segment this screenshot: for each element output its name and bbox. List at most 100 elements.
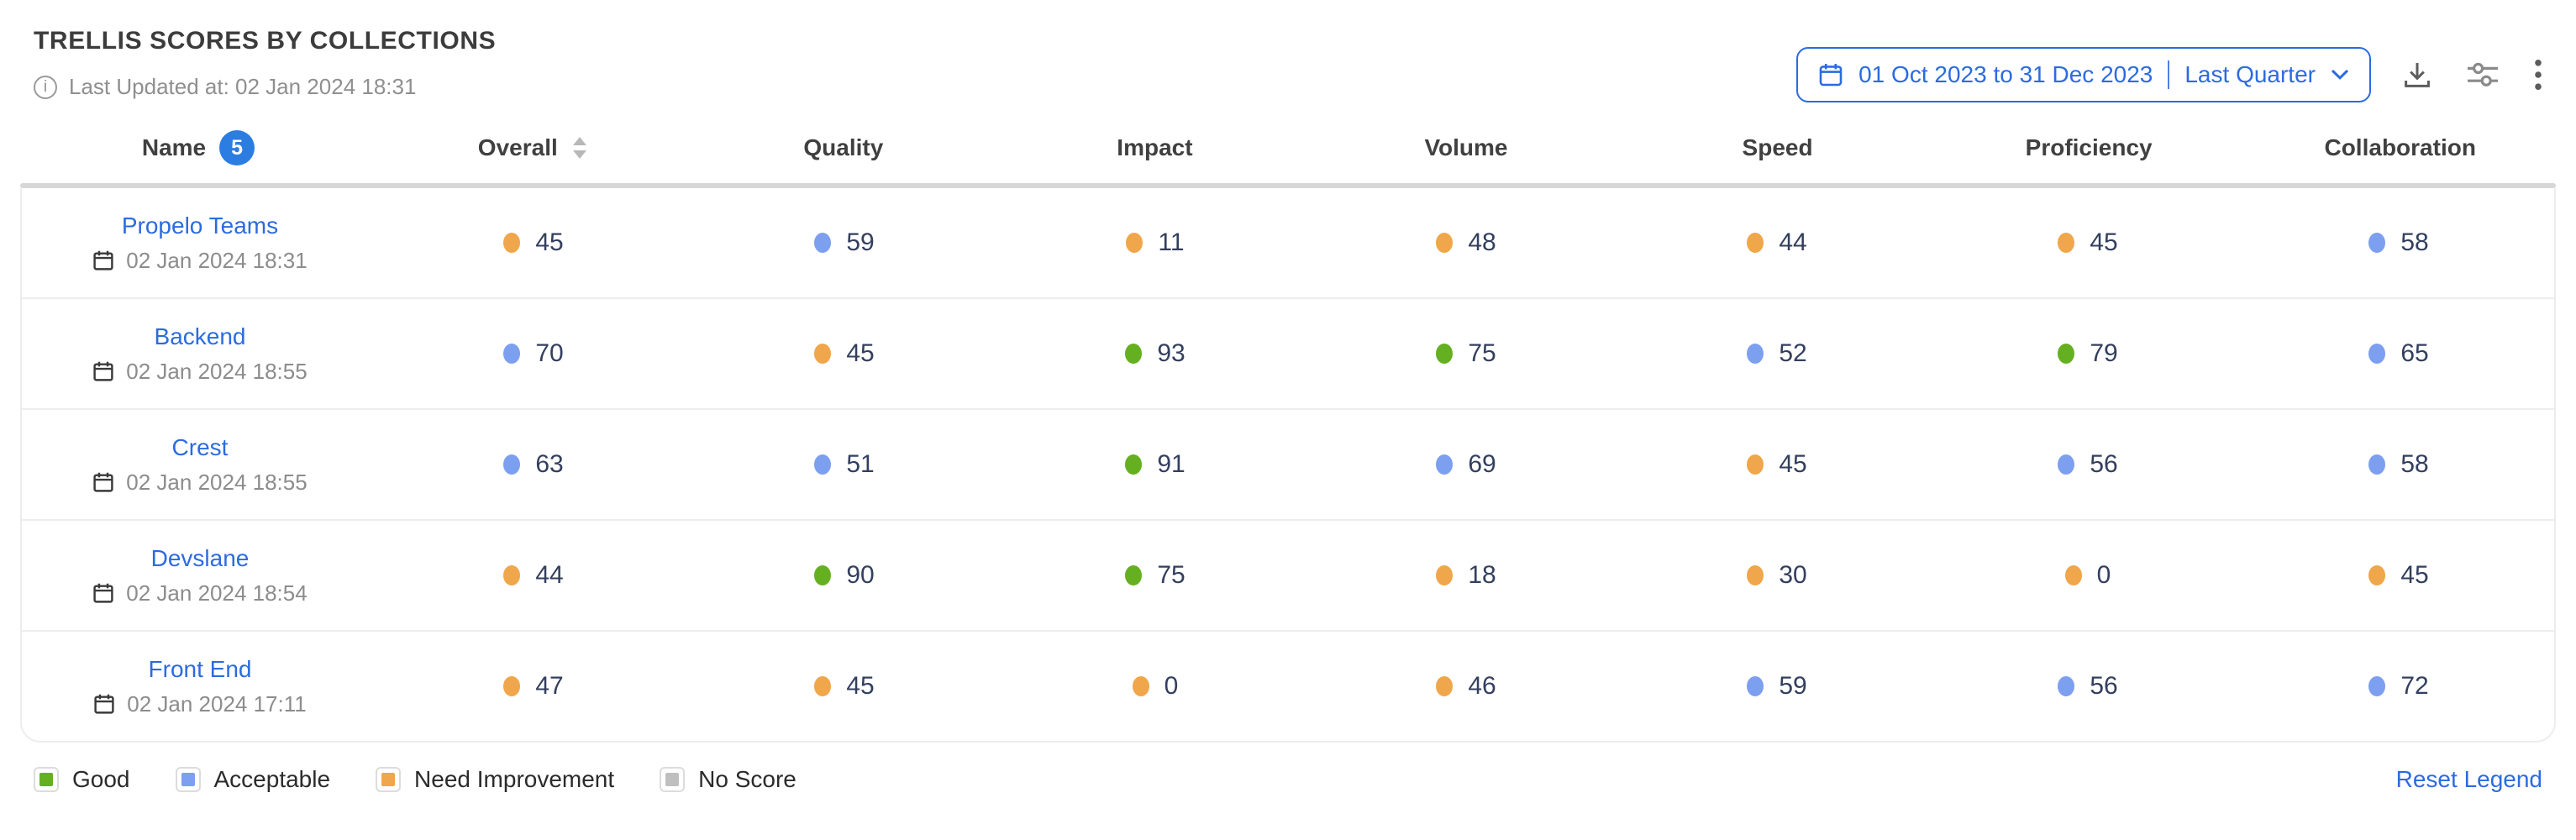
table-body: Propelo Teams 02 Jan 2024 18:31 45 59 11 48… (20, 188, 2556, 743)
score-cell: 90 (689, 561, 1000, 590)
score-dot-acceptable (503, 344, 521, 364)
collection-name-link[interactable]: Front End (148, 655, 252, 682)
score-dot-need_improvement (2064, 565, 2082, 585)
score-dot-acceptable (1747, 344, 1764, 364)
score-value: 45 (846, 339, 875, 367)
score-cell: 18 (1311, 561, 1622, 590)
page-title: TRELLIS SCORES BY COLLECTIONS (34, 27, 497, 55)
legend-swatch-box (34, 767, 59, 792)
legend-item-need_improvement[interactable]: Need Improvement (376, 766, 614, 793)
name-cell: Front End 02 Jan 2024 17:11 (22, 656, 378, 717)
row-updated: 02 Jan 2024 18:55 (92, 470, 308, 496)
score-value: 46 (1468, 672, 1496, 700)
legend-item-no_score[interactable]: No Score (660, 766, 796, 793)
row-count-badge: 5 (219, 130, 255, 165)
column-label: Name (141, 134, 207, 160)
score-cell: 75 (1000, 561, 1311, 590)
score-cell: 65 (2243, 339, 2554, 368)
score-cell: 46 (1311, 672, 1622, 701)
score-dot-need_improvement (1436, 233, 1454, 253)
score-value: 45 (2090, 228, 2118, 256)
score-dot-need_improvement (1747, 565, 1764, 585)
calendar-icon (92, 249, 114, 271)
legend-label: Acceptable (213, 766, 331, 792)
chevron-down-icon (2331, 69, 2349, 81)
kebab-menu-icon (2534, 59, 2542, 91)
score-cell: 52 (1622, 339, 1932, 368)
score-cell: 45 (1932, 228, 2243, 257)
row-updated: 02 Jan 2024 18:54 (92, 580, 308, 606)
legend-swatch (39, 773, 53, 786)
calendar-icon (92, 360, 114, 382)
sort-icon[interactable] (572, 137, 586, 159)
widget-title-block: TRELLIS SCORES BY COLLECTIONS i Last Upd… (34, 27, 496, 100)
settings-button[interactable] (2463, 58, 2502, 92)
score-dot-need_improvement (503, 676, 521, 696)
download-button[interactable] (2400, 57, 2435, 92)
score-value: 59 (1779, 672, 1807, 700)
column-header-overall[interactable]: Overall (376, 134, 688, 161)
score-cell: 79 (1932, 339, 2243, 368)
score-cell: 93 (1000, 339, 1311, 368)
score-cell: 0 (1000, 672, 1311, 701)
score-cell: 48 (1311, 228, 1622, 257)
score-value: 56 (2090, 672, 2118, 700)
score-value: 63 (535, 450, 564, 478)
column-label: Volume (1424, 134, 1508, 160)
score-dot-acceptable (2058, 454, 2075, 475)
score-value: 72 (2400, 672, 2429, 700)
legend-swatch-box (175, 767, 201, 792)
score-value: 75 (1468, 339, 1496, 367)
legend-item-good[interactable]: Good (34, 766, 130, 793)
score-dot-need_improvement (503, 233, 521, 253)
score-value: 75 (1157, 561, 1185, 589)
score-dot-acceptable (503, 454, 521, 475)
date-range-button[interactable]: 01 Oct 2023 to 31 Dec 2023 Last Quarter (1796, 47, 2371, 102)
table-row: Backend 02 Jan 2024 18:55 70 45 93 75 52 79 65 (22, 299, 2554, 410)
collection-name-link[interactable]: Devslane (150, 544, 250, 571)
score-dot-need_improvement (1747, 233, 1764, 253)
score-value: 70 (535, 339, 564, 367)
score-value: 45 (535, 228, 564, 256)
column-label: Impact (1117, 134, 1193, 160)
score-dot-acceptable (2058, 676, 2075, 696)
score-cell: 56 (1932, 672, 2243, 701)
score-cell: 58 (2243, 228, 2554, 257)
more-menu-button[interactable] (2531, 55, 2546, 94)
legend-item-acceptable[interactable]: Acceptable (175, 766, 331, 793)
score-dot-good (1125, 344, 1143, 364)
table-row: Crest 02 Jan 2024 18:55 63 51 91 69 45 56 58 (22, 410, 2554, 521)
score-value: 90 (846, 561, 875, 589)
score-dot-acceptable (1436, 454, 1454, 475)
score-cell: 44 (1622, 228, 1932, 257)
score-dot-good (1125, 565, 1143, 585)
date-range-text: 01 Oct 2023 to 31 Dec 2023 (1858, 61, 2153, 87)
collection-name-link[interactable]: Backend (154, 323, 246, 349)
score-cell: 70 (378, 339, 689, 368)
score-cell: 56 (1932, 450, 2243, 479)
collection-name-link[interactable]: Crest (171, 433, 229, 460)
score-value: 51 (846, 450, 875, 478)
name-cell: Devslane 02 Jan 2024 18:54 (22, 545, 378, 606)
column-header-name: Name 5 (20, 130, 376, 165)
score-value: 47 (535, 672, 564, 700)
column-header-impact: Impact (999, 134, 1311, 161)
score-dot-need_improvement (1747, 454, 1764, 475)
reset-legend-link[interactable]: Reset Legend (2395, 766, 2542, 792)
column-header-quality: Quality (688, 134, 1000, 161)
legend-items: Good Acceptable Need Improvement No Scor… (34, 766, 796, 793)
row-updated: 02 Jan 2024 18:55 (92, 359, 308, 385)
score-value: 58 (2400, 228, 2429, 256)
scores-table: Name 5 Overall Quality Impact Volume Speed Pr… (20, 113, 2556, 743)
download-icon (2403, 60, 2431, 89)
row-updated: 02 Jan 2024 18:31 (92, 248, 308, 274)
score-dot-need_improvement (2368, 565, 2386, 585)
score-dot-need_improvement (2058, 233, 2075, 253)
score-cell: 45 (378, 228, 689, 257)
score-cell: 91 (1000, 450, 1311, 479)
last-updated: i Last Updated at: 02 Jan 2024 18:31 (34, 74, 496, 100)
score-cell: 63 (378, 450, 689, 479)
collection-name-link[interactable]: Propelo Teams (121, 212, 279, 239)
score-cell: 45 (689, 672, 1000, 701)
table-row: Devslane 02 Jan 2024 18:54 44 90 75 18 30 0 45 (22, 521, 2554, 632)
